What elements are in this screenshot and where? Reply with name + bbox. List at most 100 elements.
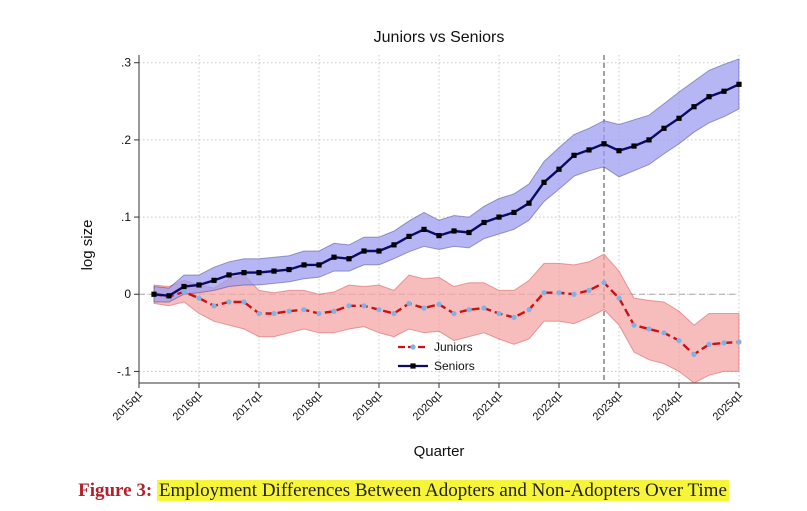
juniors-point — [421, 305, 427, 311]
juniors-legend-label: Juniors — [434, 340, 473, 354]
seniors-point — [541, 179, 547, 185]
grid-lines — [139, 55, 740, 383]
chart-title: Juniors vs Seniors — [374, 29, 505, 46]
juniors-point — [346, 303, 352, 309]
seniors-point — [556, 166, 562, 172]
seniors-point — [526, 200, 532, 206]
seniors-point — [436, 232, 442, 239]
juniors-point — [571, 291, 577, 297]
seniors-point — [616, 148, 622, 154]
seniors-point — [256, 270, 262, 276]
juniors-point — [226, 299, 232, 305]
seniors-point — [511, 209, 517, 216]
seniors-point — [466, 229, 472, 236]
seniors-point — [601, 141, 607, 147]
juniors-point — [196, 295, 202, 301]
y-tick-label: .1 — [121, 210, 131, 224]
legend: Juniors Seniors — [398, 340, 475, 373]
x-axis-label: Quarter — [414, 443, 465, 460]
juniors-ci-band — [153, 253, 740, 384]
seniors-point — [271, 268, 277, 274]
seniors-point — [331, 254, 337, 260]
series-markers — [151, 81, 742, 358]
seniors-point — [241, 270, 247, 276]
seniors-point — [376, 248, 382, 254]
y-tick-label: -.1 — [117, 364, 131, 378]
juniors-point — [586, 287, 592, 293]
juniors-point — [706, 341, 712, 348]
figure-caption: Figure 3: Employment Differences Between… — [0, 480, 807, 502]
caption-label: Figure 3: — [78, 480, 153, 501]
x-tick-label: 2022q1 — [531, 389, 565, 423]
juniors-point — [526, 307, 532, 313]
juniors-point — [451, 310, 457, 317]
juniors-point — [646, 326, 652, 332]
seniors-point — [571, 152, 577, 158]
x-tick-label: 2015q1 — [111, 389, 145, 423]
seniors-point — [151, 291, 157, 297]
juniors-point — [301, 307, 307, 313]
juniors-point — [631, 322, 637, 328]
y-axis-label: log size — [79, 220, 96, 271]
x-tick-label: 2024q1 — [651, 389, 685, 423]
x-tick-label: 2021q1 — [471, 389, 505, 423]
seniors-point — [346, 256, 352, 262]
seniors-point — [676, 115, 682, 121]
juniors-point — [721, 340, 727, 346]
x-tick-label: 2025q1 — [711, 389, 745, 423]
juniors-point — [511, 314, 517, 320]
seniors-point — [391, 242, 397, 248]
juniors-point — [271, 310, 277, 317]
juniors-point — [676, 337, 682, 344]
seniors-legend-label: Seniors — [434, 359, 475, 373]
juniors-point — [616, 295, 622, 301]
x-tick-label: 2018q1 — [291, 389, 325, 423]
juniors-point — [691, 351, 697, 358]
x-tick-label: 2023q1 — [591, 389, 625, 423]
seniors-point — [361, 248, 367, 254]
confidence-bands — [153, 58, 740, 384]
series-lines — [153, 83, 740, 356]
juniors-point — [406, 300, 412, 307]
juniors-point — [391, 310, 397, 317]
seniors-point — [661, 125, 667, 131]
seniors-line — [153, 83, 740, 298]
juniors-point — [181, 289, 187, 295]
juniors-point — [601, 280, 607, 286]
juniors-point — [211, 303, 217, 309]
line-chart: Juniors vs Seniors .3 .2 .1 0 -.1 2015q1 2016q… — [79, 29, 745, 460]
juniors-point — [286, 308, 292, 314]
seniors-point — [421, 226, 427, 233]
seniors-point — [691, 104, 697, 110]
y-tick-label: .3 — [121, 56, 131, 70]
seniors-point — [706, 94, 712, 100]
seniors-point — [631, 143, 637, 149]
seniors-point — [211, 277, 217, 283]
seniors-ci-band — [153, 58, 740, 303]
juniors-point — [496, 310, 502, 317]
x-tick-label: 2020q1 — [411, 389, 445, 423]
seniors-point — [481, 219, 487, 226]
juniors-point — [436, 301, 442, 307]
juniors-point — [241, 299, 247, 305]
caption-text: Employment Differences Between Adopters … — [156, 480, 729, 501]
seniors-point — [196, 282, 202, 288]
x-tick-label: 2016q1 — [171, 389, 205, 423]
juniors-legend-marker — [410, 344, 416, 350]
juniors-line — [153, 281, 740, 356]
seniors-point — [406, 233, 412, 239]
juniors-point — [316, 310, 322, 317]
juniors-point — [256, 310, 262, 317]
seniors-point — [646, 137, 652, 143]
seniors-point — [166, 293, 172, 299]
juniors-point — [466, 307, 472, 313]
seniors-point — [181, 283, 187, 290]
seniors-point — [721, 88, 727, 94]
y-tick-label: .2 — [121, 133, 131, 147]
juniors-point — [331, 308, 337, 314]
seniors-point — [586, 147, 592, 153]
y-tick-label: 0 — [124, 287, 131, 301]
seniors-point — [226, 272, 232, 278]
seniors-legend-marker — [410, 363, 416, 369]
seniors-point — [286, 266, 292, 273]
